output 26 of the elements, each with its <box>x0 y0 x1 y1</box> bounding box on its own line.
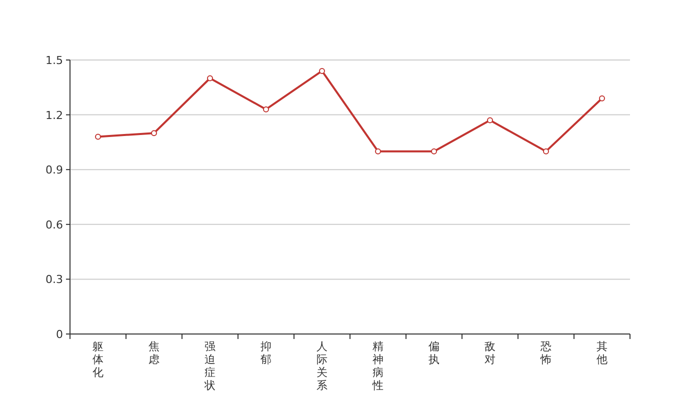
x-tick-label: 偏执 <box>428 340 440 366</box>
y-tick-label: 0.3 <box>46 273 63 286</box>
point <box>599 95 605 102</box>
x-tick-label: 焦虑 <box>148 340 160 366</box>
point <box>543 148 549 154</box>
point <box>487 117 493 124</box>
x-tick-label: 强迫症状 <box>204 340 216 392</box>
point <box>319 68 325 74</box>
x-tick-label: 躯体化 <box>92 340 104 379</box>
point <box>151 130 157 136</box>
x-tick-label: 人际关系 <box>316 340 328 392</box>
y-tick-label: 0.6 <box>46 218 63 232</box>
point <box>431 148 437 154</box>
point <box>375 148 381 154</box>
point <box>263 106 269 112</box>
y-tick-label: 0.9 <box>46 164 63 177</box>
x-tick-label: 其他 <box>596 340 608 366</box>
y-tick-label: 1.5 <box>46 54 63 67</box>
point <box>207 75 213 82</box>
x-tick-label: 敌对 <box>484 340 496 366</box>
x-tick-label: 抑郁 <box>260 340 272 366</box>
point <box>95 134 101 140</box>
y-tick-label: 1.2 <box>46 108 63 122</box>
x-tick-label: 恐怖 <box>540 340 552 366</box>
x-tick-label: 精神病性 <box>372 340 384 392</box>
y-tick-label: 0 <box>56 328 63 341</box>
